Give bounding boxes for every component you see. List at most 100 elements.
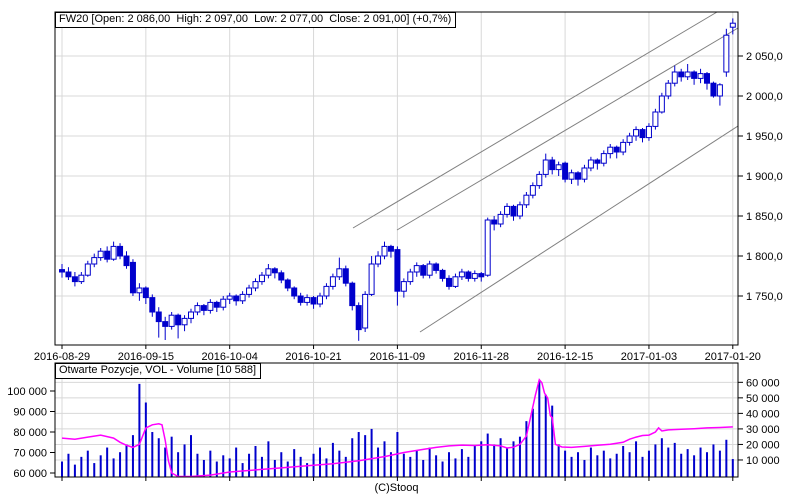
- candle-body: [117, 245, 124, 257]
- volume-bar: [693, 455, 696, 477]
- volume-bar: [164, 447, 167, 477]
- candle-body: [342, 268, 349, 284]
- volume-bar: [654, 444, 657, 477]
- volume-bar: [731, 459, 734, 477]
- volume-bar: [325, 458, 328, 477]
- candle-body: [568, 172, 575, 180]
- axis-label: 2016-08-29: [34, 351, 90, 363]
- axis-label: 40 000: [746, 408, 780, 420]
- volume-bar: [518, 436, 521, 477]
- candle-body: [658, 95, 665, 113]
- volume-bar: [319, 447, 321, 477]
- volume-bar: [280, 452, 283, 477]
- volume-bar: [415, 450, 418, 477]
- candle-body: [452, 276, 459, 287]
- candle-body: [491, 219, 498, 225]
- volume-bar: [344, 456, 347, 477]
- candle-body: [387, 245, 394, 252]
- candle-body: [562, 162, 569, 180]
- volume-bar: [357, 432, 360, 477]
- candle-body: [129, 261, 136, 294]
- volume-bar: [473, 445, 476, 477]
- candle-body: [265, 268, 272, 276]
- candle-body: [407, 271, 414, 283]
- candle-body: [542, 159, 549, 175]
- candle-body: [375, 255, 382, 265]
- candle-body: [246, 287, 253, 295]
- volume-bar: [331, 442, 334, 477]
- axis-label: 20 000: [746, 439, 780, 451]
- volume-bar: [306, 463, 309, 477]
- candle-body: [175, 314, 182, 326]
- volume-bar: [267, 441, 270, 477]
- volume-bar: [583, 459, 586, 477]
- axis-label: 2 000,0: [746, 91, 783, 103]
- axis-label: 50 000: [746, 393, 780, 405]
- axis-label: 80 000: [13, 427, 47, 439]
- volume-bar: [647, 450, 650, 477]
- volume-bar: [699, 447, 702, 477]
- candle-body: [284, 279, 291, 289]
- candle-body: [213, 301, 220, 308]
- volume-bar: [99, 455, 102, 477]
- volume-bar: [718, 450, 721, 477]
- axis-label: 2 050,0: [746, 51, 783, 63]
- volume-bar: [80, 456, 83, 477]
- axis-label: 1 850,0: [746, 211, 783, 223]
- volume-bar: [235, 447, 238, 477]
- volume-bar: [486, 433, 489, 477]
- candle-body: [594, 159, 601, 164]
- candle-body: [729, 22, 736, 28]
- axis-label: 2016-10-21: [285, 351, 341, 363]
- open-interest-line: [61, 378, 733, 478]
- volume-bar: [589, 447, 592, 477]
- volume-bar: [641, 456, 644, 477]
- volume-bar: [557, 444, 560, 477]
- volume-bar: [712, 444, 715, 477]
- volume-bar: [480, 441, 483, 477]
- volume-bar: [131, 435, 134, 477]
- volume-bar: [383, 441, 386, 477]
- volume-bar: [577, 452, 579, 477]
- candle-body: [536, 173, 543, 187]
- volume-bar: [538, 380, 541, 477]
- volume-bar: [196, 453, 199, 477]
- volume-bar: [460, 449, 463, 477]
- volume-bar: [493, 444, 496, 477]
- candle-body: [220, 298, 227, 308]
- price-axes: 2 050,0 2 000,0 1 950,0 1 900,0 1 850,0 1 800…: [34, 11, 783, 363]
- candle-body: [123, 255, 130, 267]
- volume-bar: [351, 438, 354, 477]
- candle-body: [439, 269, 446, 279]
- volume-bar: [454, 458, 457, 477]
- volume-bar: [409, 456, 412, 477]
- candle-body: [181, 317, 188, 326]
- candle-body: [465, 271, 472, 279]
- candle-body: [200, 305, 207, 311]
- candle-body: [394, 249, 401, 292]
- candle-body: [665, 82, 672, 97]
- volume-bar: [635, 441, 638, 477]
- volume-bar: [293, 449, 296, 477]
- volume-bars: [61, 380, 734, 477]
- candle-body: [349, 282, 356, 307]
- volume-bar: [467, 456, 470, 477]
- candle-body: [581, 167, 588, 180]
- candle-body: [716, 84, 723, 97]
- candle-body: [71, 276, 78, 283]
- volume-bar: [596, 455, 599, 477]
- volume-bar: [622, 445, 625, 477]
- candle-body: [368, 263, 375, 295]
- candle-body: [78, 274, 85, 283]
- price-panel-header: FW20 [Open: 2 086,00 High: 2 097,00 Low:…: [55, 12, 457, 28]
- candle-body: [91, 257, 98, 265]
- candle-body: [471, 273, 478, 279]
- candle-body: [84, 263, 91, 276]
- candle-body: [710, 82, 717, 97]
- axis-label: 10 000: [746, 455, 780, 467]
- volume-bar: [660, 438, 663, 477]
- volume-bar: [377, 447, 380, 477]
- volume-bar: [544, 394, 547, 477]
- volume-bar: [499, 438, 502, 477]
- volume-bar: [228, 458, 231, 477]
